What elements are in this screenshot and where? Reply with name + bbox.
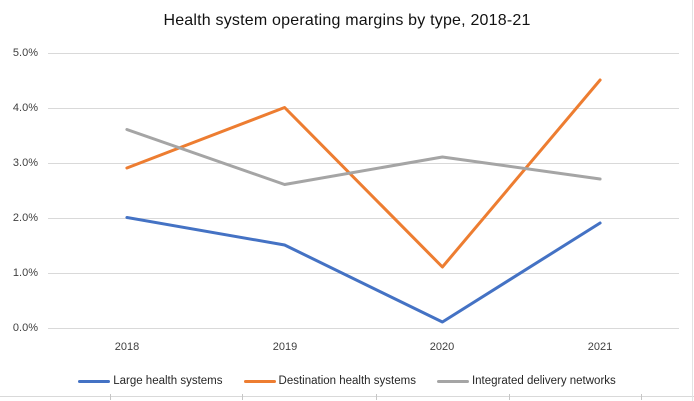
legend-item: Destination health systems (243, 375, 416, 387)
x-axis-tick-label: 2019 (272, 341, 298, 353)
worksheet-column-tick (242, 394, 243, 400)
worksheet-column-tick (509, 394, 510, 400)
gridline (48, 218, 679, 219)
legend-item: Integrated delivery networks (436, 375, 616, 387)
gridline (48, 273, 679, 274)
y-axis-tick-label: 4.0% (12, 102, 38, 114)
legend-label: Destination health systems (278, 375, 416, 387)
y-axis-tick-label: 3.0% (12, 157, 38, 169)
worksheet-column-tick (641, 394, 642, 400)
legend-line-swatch-icon (78, 379, 111, 383)
gridline (48, 163, 679, 164)
y-axis-tick-label: 2.0% (12, 212, 38, 224)
series-line (125, 78, 602, 269)
y-axis-tick-label: 5.0% (12, 47, 38, 59)
series-line (125, 216, 602, 324)
worksheet-column-tick (110, 394, 111, 400)
worksheet-column-gridline (692, 0, 693, 401)
worksheet-row-gridline (0, 396, 694, 397)
y-axis-tick-label: 0.0% (12, 322, 38, 334)
gridline (48, 53, 679, 54)
legend-label: Integrated delivery networks (471, 375, 616, 387)
legend-label: Large health systems (113, 375, 223, 387)
x-axis-tick-label: 2020 (429, 341, 455, 353)
legend-item: Large health systems (78, 375, 223, 387)
chart-legend: Large health systems Destination health s… (0, 375, 694, 387)
x-axis-tick-label: 2021 (587, 341, 613, 353)
legend-line-swatch-icon (436, 379, 469, 383)
chart-title: Health system operating margins by type,… (163, 12, 531, 29)
worksheet-column-tick (376, 394, 377, 400)
series-line (125, 128, 602, 186)
x-axis-tick-label: 2018 (114, 341, 140, 353)
gridline (48, 328, 679, 329)
legend-line-swatch-icon (243, 379, 276, 383)
gridline (48, 108, 679, 109)
y-axis-tick-label: 1.0% (12, 267, 38, 279)
